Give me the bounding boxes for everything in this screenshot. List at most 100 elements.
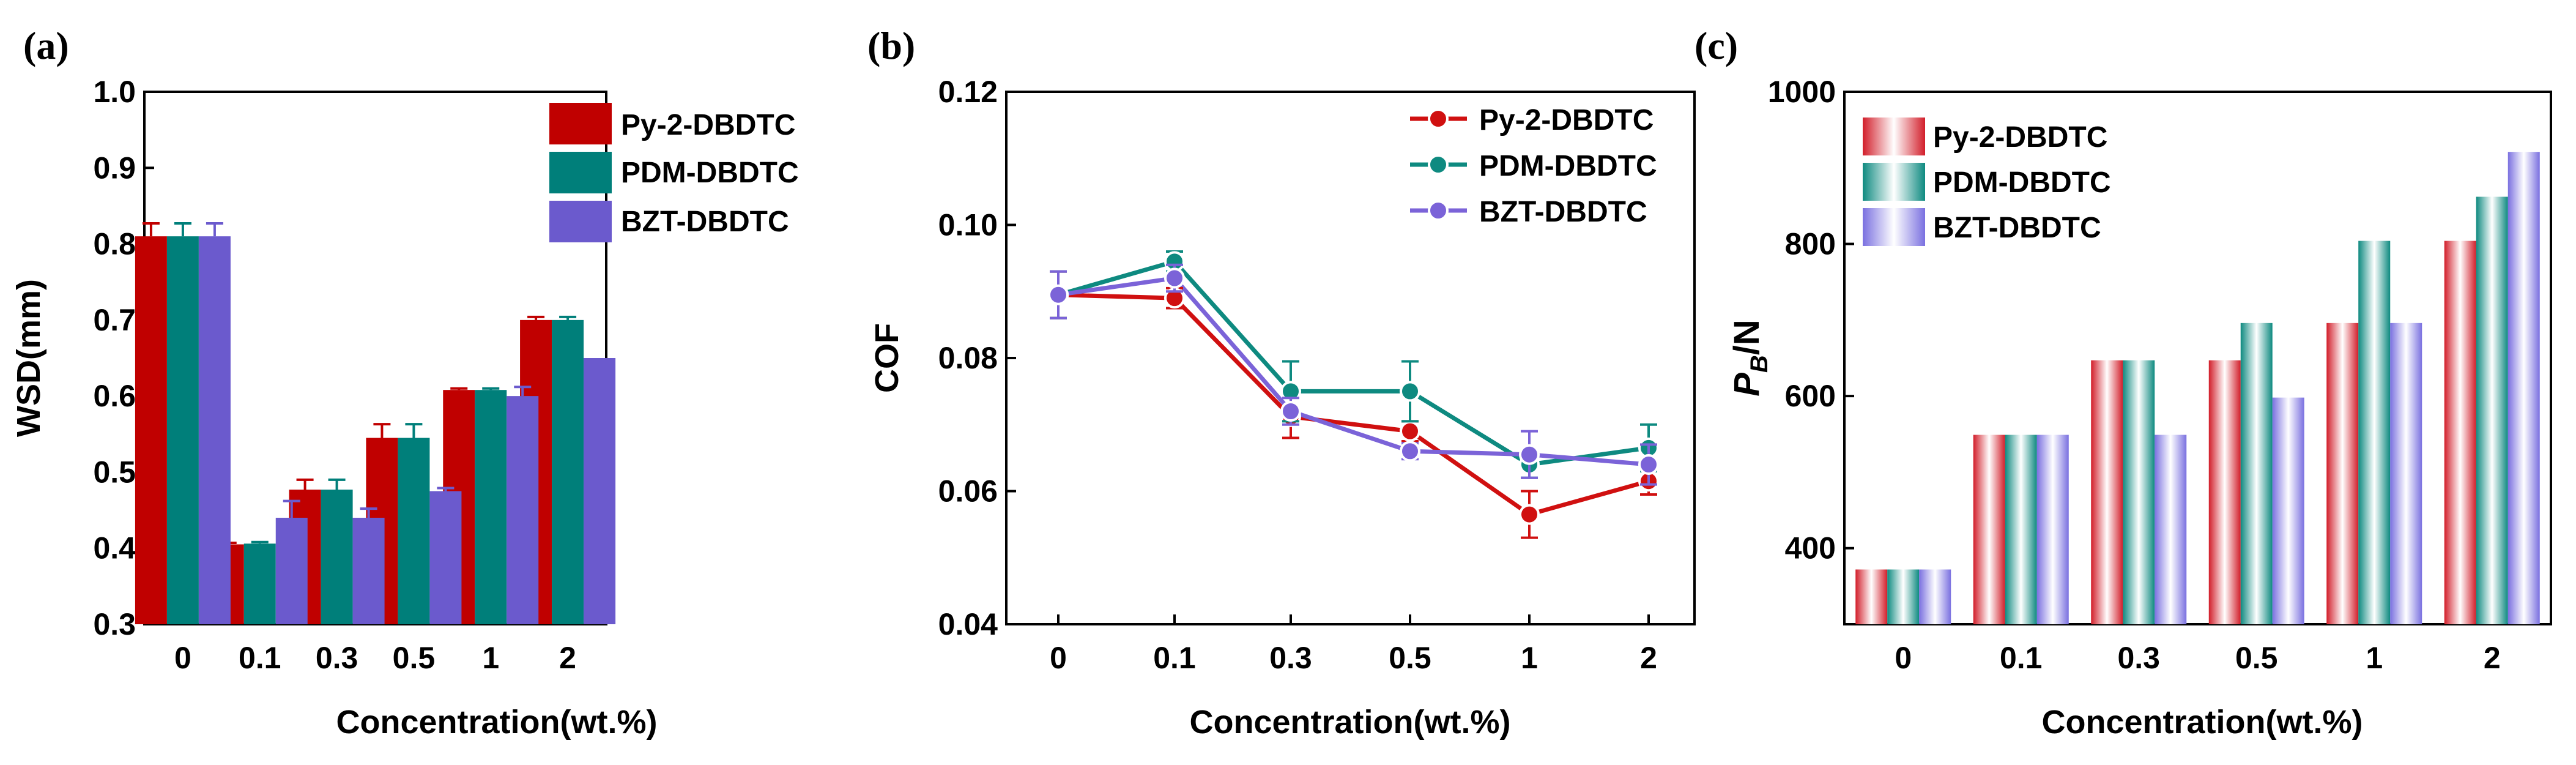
bar-c-1 [2326, 323, 2359, 624]
point-b-3 [1280, 401, 1301, 422]
lines-b [1048, 250, 1659, 539]
bar-c-2 [2123, 360, 2155, 624]
point-b-3 [1638, 454, 1659, 475]
legend-a: Py-2-DBDTC PDM-DBDTC BZT-DBDTC [549, 103, 799, 242]
x-tick-label: 1 [2366, 641, 2383, 675]
y-axis-b: 0.04 0.06 0.08 0.10 0.12 [938, 75, 1016, 641]
bar-a-3 [584, 358, 616, 624]
y-tick-label: 400 [1785, 531, 1836, 565]
bar-a-2 [166, 236, 199, 625]
bar-c-3 [1919, 569, 1951, 624]
bar-c-1 [1973, 435, 2005, 624]
bars-a [135, 222, 616, 625]
y-tick-label: 0.4 [93, 531, 136, 565]
y-tick-label: 0.12 [938, 75, 998, 109]
panel-label-c: (c) [1694, 24, 1738, 67]
y-tick-label: 0.6 [93, 379, 136, 413]
legend-swatch-c-1 [1863, 118, 1925, 155]
bar-c-3 [2155, 435, 2187, 624]
point-b-1 [1519, 504, 1540, 525]
bar-c-2 [2005, 435, 2037, 624]
legend-label-c-1: Py-2-DBDTC [1933, 121, 2107, 154]
panel-b: (b) 0.04 0.06 0.08 0.10 0.12 0 0.1 0.3 0.5 1 2 Py… [867, 24, 1696, 741]
x-tick-label: 1 [482, 641, 499, 675]
y-tick-label: 0.5 [93, 455, 136, 489]
x-axis-b: 0 0.1 0.3 0.5 1 2 [1050, 614, 1657, 675]
x-tick-label: 0.3 [2117, 641, 2160, 675]
y-tick-label: 0.3 [93, 607, 136, 641]
point-b-3 [1048, 284, 1069, 305]
bar-c-1 [2208, 360, 2241, 624]
y-tick-label: 1.0 [93, 75, 136, 109]
point-b-3 [1519, 444, 1540, 465]
legend-label-b-3: BZT-DBDTC [1479, 196, 1647, 228]
y-tick-label: 0.8 [93, 227, 136, 261]
legend-marker-b-1 [1428, 108, 1449, 129]
legend-swatch-a-2 [549, 152, 612, 193]
bar-a-3 [429, 491, 462, 624]
x-tick-label: 0 [174, 641, 191, 675]
legend-swatch-a-3 [549, 201, 612, 242]
bar-a-3 [507, 396, 539, 624]
legend-label-c-2: PDM-DBDTC [1933, 166, 2111, 199]
y-tick-label: 1000 [1768, 75, 1836, 109]
bar-a-2 [552, 319, 584, 624]
panel-label-a: (a) [23, 24, 69, 67]
y-axis-c: 400 600 800 1000 [1768, 75, 1854, 565]
plot-frame-c [1843, 91, 2552, 625]
bar-a-2 [398, 438, 430, 624]
x-axis-title-a: Concentration(wt.%) [336, 704, 658, 741]
bar-c-3 [2390, 323, 2422, 624]
bar-a-2 [475, 390, 507, 624]
y-tick-label: 0.08 [938, 341, 998, 375]
x-tick-label: 0 [1050, 641, 1067, 675]
bar-a-2 [243, 543, 276, 624]
legend-label-c-3: BZT-DBDTC [1933, 212, 2101, 244]
bar-c-1 [2444, 241, 2476, 625]
x-tick-label: 0.1 [239, 641, 281, 675]
x-tick-label: 0.1 [1153, 641, 1196, 675]
bar-c-2 [2358, 241, 2391, 625]
bar-a-2 [321, 490, 353, 624]
legend-marker-b-2 [1428, 154, 1449, 175]
point-b-3 [1400, 441, 1420, 462]
legend-swatch-a-1 [549, 103, 612, 144]
bar-a-3 [352, 518, 385, 624]
legend-swatch-c-2 [1863, 163, 1925, 201]
y-axis-title-c-main: P [1727, 373, 1767, 397]
y-tick-label: 600 [1785, 379, 1836, 413]
y-axis-title-a: WSD(mm) [10, 279, 47, 437]
x-tick-label: 2 [559, 641, 576, 675]
legend-label-a-2: PDM-DBDTC [621, 157, 799, 189]
y-tick-label: 0.9 [93, 151, 136, 185]
y-axis-title-c: PB/N [1727, 319, 1773, 397]
line-b-2 [1058, 259, 1649, 467]
bar-a-3 [198, 236, 231, 625]
bar-a-1 [135, 236, 167, 625]
panel-c: (c) 400 600 800 1000 0 0.1 0.3 0.5 1 2 Py-2-DBDT… [1694, 24, 2552, 741]
y-tick-label: 0.06 [938, 474, 998, 509]
x-tick-label: 0.3 [1269, 641, 1312, 675]
panel-label-b: (b) [867, 24, 915, 67]
x-tick-label: 2 [2484, 641, 2501, 675]
x-tick-label: 1 [1521, 641, 1538, 675]
legend-label-a-1: Py-2-DBDTC [621, 109, 795, 141]
bar-c-3 [2272, 397, 2304, 624]
y-axis-a: 0.3 0.4 0.5 0.6 0.7 0.8 0.9 1.0 [93, 75, 154, 641]
x-tick-label: 0.5 [393, 641, 436, 675]
x-axis-title-b: Concentration(wt.%) [1190, 704, 1511, 741]
x-tick-label: 0.5 [2235, 641, 2278, 675]
y-tick-label: 0.04 [938, 607, 998, 641]
legend-c: Py-2-DBDTC PDM-DBDTC BZT-DBDTC [1863, 118, 2111, 246]
x-tick-label: 0.5 [1389, 641, 1431, 675]
bars-c [1855, 152, 2540, 625]
x-tick-label: 0.3 [316, 641, 358, 675]
legend-label-b-2: PDM-DBDTC [1479, 150, 1657, 182]
bar-c-2 [2476, 196, 2508, 624]
x-axis-title-c: Concentration(wt.%) [2042, 704, 2363, 741]
point-b-2 [1400, 381, 1420, 402]
point-b-3 [1164, 267, 1185, 289]
y-axis-title-b: COF [869, 323, 905, 393]
y-axis-title-c-rest: /N [1727, 319, 1767, 355]
bar-c-2 [1887, 569, 1920, 624]
